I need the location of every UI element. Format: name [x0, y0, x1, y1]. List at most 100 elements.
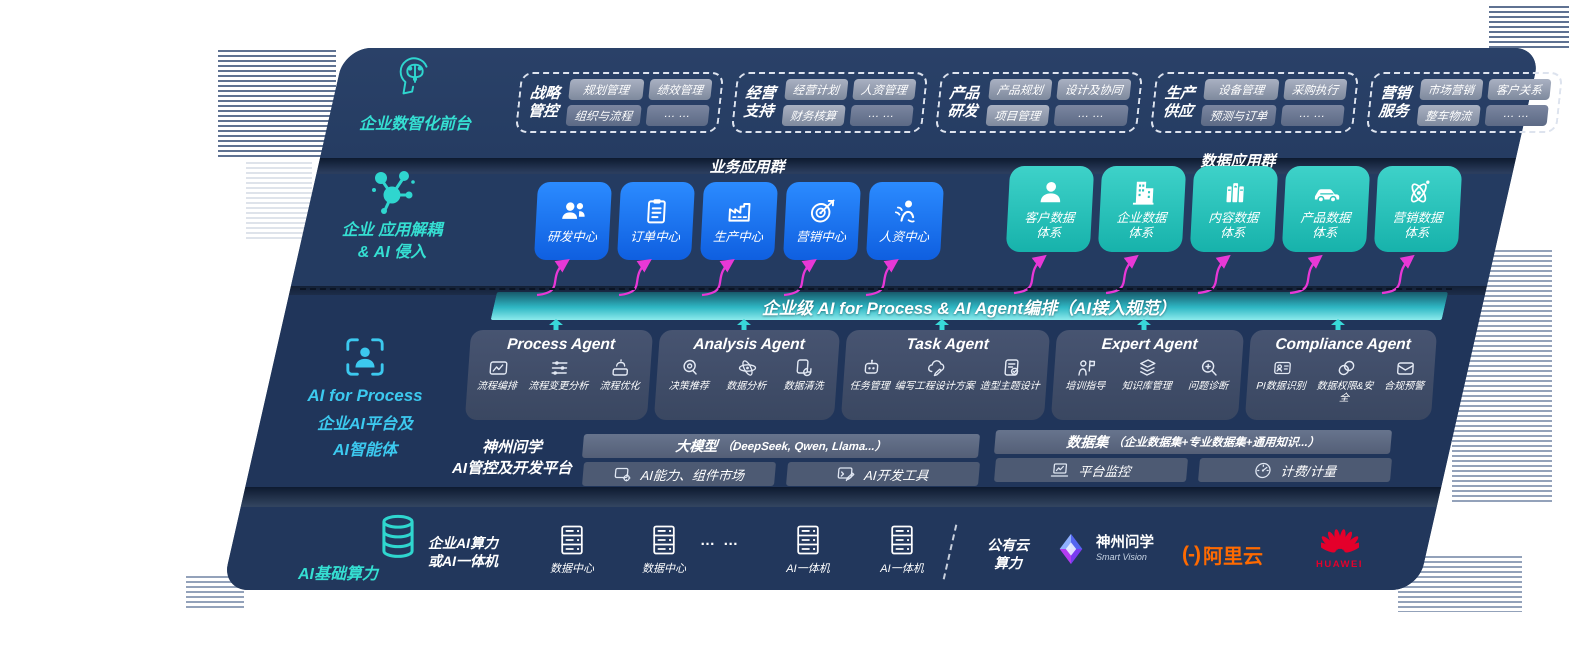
app-box-order-center: 订单中心 — [616, 182, 696, 260]
node-label: AI一体机 — [880, 563, 924, 575]
llm-models: （DeepSeek, Qwen, Llama...） — [720, 441, 887, 453]
szwx-subtitle: Smart Vision — [1096, 551, 1147, 562]
business-app-boxes: 研发中心 订单中心 生产中心 营销中心 人资中心 — [533, 182, 945, 260]
front-office-group-marketing: 营销 服务 市场营销 客户关系 整车物流 … … — [1365, 72, 1563, 133]
data-app-boxes: 客户数据 体系 企业数据 体系 内容数据 体系 — [1005, 166, 1463, 252]
public-cloud-label: 公有云 算力 — [987, 537, 1029, 572]
ai-devtool-label: AI开发工具 — [863, 467, 930, 483]
data-permission-icon — [1338, 360, 1355, 376]
module-chip-more: … … — [1484, 105, 1549, 126]
front-office-label-block: 企业数智化前台 — [352, 56, 478, 134]
agent-process: Process Agent 流程编排 流程变更分析 流程优化 — [464, 330, 654, 420]
ai-platform-label-line1: AI for Process — [307, 386, 423, 405]
data-analysis-icon — [738, 360, 757, 376]
process-optimization-icon — [612, 359, 629, 376]
agent-title: Process Agent — [506, 336, 616, 353]
app-box-production-center: 生产中心 — [699, 182, 779, 260]
agent-title: Analysis Agent — [692, 336, 806, 353]
vendor-aliyun: (-) 阿里云 — [1182, 540, 1263, 569]
module-chip-more: … … — [849, 105, 914, 126]
module-chip: 经营计划 — [783, 79, 849, 100]
module-chip-more: … … — [645, 105, 710, 126]
app-box-rd-center: 研发中心 — [533, 182, 613, 260]
node-ai-appliance-2: AI一体机 — [866, 524, 938, 576]
aliyun-bracket-logo-icon: (-) — [1182, 542, 1201, 566]
platform-model-panel: 大模型 （DeepSeek, Qwen, Llama...） AI能力、组件市场… — [581, 434, 981, 486]
app-box-marketing-center: 营销中心 — [782, 182, 862, 260]
app-layer-label-line1: 企业 应用解耦 — [341, 222, 443, 239]
diagnosis-icon — [1201, 360, 1217, 376]
person-scan-icon — [346, 338, 384, 376]
ai-platform-label-line2: 企业AI平台及 — [316, 416, 413, 433]
server-icon — [561, 525, 583, 555]
vendor-huawei: HUAWEI — [1316, 528, 1363, 570]
group-title: 生产 — [1164, 84, 1196, 102]
server-icon — [891, 525, 913, 555]
szwx-gem-logo-icon — [1059, 533, 1083, 565]
ai-devtool-icon — [837, 467, 855, 482]
factory-icon — [728, 203, 751, 222]
server-icon — [653, 525, 675, 555]
agent-boxes: Process Agent 流程编排 流程变更分析 流程优化 Analysis … — [464, 330, 1438, 420]
flow-orchestration-icon — [489, 361, 508, 375]
agent-analysis: Analysis Agent 决策推荐 数据分析 数据清洗 — [653, 330, 841, 420]
data-box-label: 产品数据 — [1300, 210, 1351, 225]
platform-dataset-panel: 数据集 （企业数据集+专业数据集+通用知识...） 平台监控 计费/计量 — [993, 430, 1393, 482]
billing-metering-label: 计费/计量 — [1279, 463, 1337, 479]
task-management-icon — [864, 359, 878, 374]
data-box-label: 企业数据 — [1116, 210, 1167, 225]
molecule-icon — [372, 171, 415, 214]
llm-bar: 大模型 （DeepSeek, Qwen, Llama...） — [581, 434, 981, 458]
module-chip: 整车物流 — [1416, 105, 1481, 126]
group-title: 营销 — [1379, 84, 1412, 102]
app-box-hr-center: 人资中心 — [865, 182, 945, 260]
app-box-label: 营销中心 — [795, 230, 847, 244]
decision-icon — [683, 359, 697, 375]
database-icon — [382, 514, 414, 558]
styling-design-icon — [1003, 359, 1019, 376]
hr-people-icon — [894, 200, 915, 223]
data-apps-title: 数据应用群 — [1200, 153, 1276, 170]
front-office-group-strategy: 战略 管控 规划管理 绩效管理 组织与流程 … … — [514, 72, 724, 133]
band-edge-wedge — [240, 487, 1442, 507]
car-icon — [1314, 188, 1340, 203]
ai-capability-market-box: AI能力、组件市场 — [581, 462, 777, 486]
agent-task: Task Agent 任务管理 编写工程设计方案 造型主题设计 — [840, 330, 1051, 420]
compliance-alert-icon — [1396, 362, 1414, 375]
building-icon — [1132, 181, 1154, 205]
change-analysis-icon — [551, 361, 568, 375]
platform-monitor-box: 平台监控 — [993, 458, 1189, 482]
front-office-groups: 战略 管控 规划管理 绩效管理 组织与流程 … … 经营 支持 经营计划 人资管… — [514, 72, 1563, 133]
huawei-name: HUAWEI — [1316, 559, 1363, 570]
platform-label-line1: 神州问学 — [481, 439, 542, 456]
node-label: 数据中心 — [642, 563, 686, 575]
pi-data-id-icon — [1273, 361, 1291, 375]
node-ai-appliance-1: AI一体机 — [772, 524, 844, 576]
module-chip: 人资管理 — [851, 79, 917, 100]
data-box-label: 营销数据 — [1392, 210, 1443, 225]
front-office-group-product: 产品 研发 产品规划 设计及协同 项目管理 … … — [934, 72, 1144, 133]
ellipsis-more-nodes: … … — [700, 532, 741, 549]
books-icon — [1226, 182, 1244, 202]
module-chip: 规划管理 — [568, 79, 644, 100]
module-chip: 组织与流程 — [565, 105, 642, 126]
stripe-decoration-top-left — [218, 50, 336, 158]
data-box-label: 内容数据 — [1208, 210, 1259, 225]
data-clean-icon — [796, 359, 812, 377]
knowledge-base-icon — [1140, 359, 1156, 376]
module-chip: 产品规划 — [987, 79, 1053, 100]
magenta-connector-arrows — [536, 254, 1415, 297]
dataset-bar: 数据集 （企业数据集+专业数据集+通用知识...） — [993, 430, 1393, 454]
enterprise-compute-label: 企业AI算力 或AI一体机 — [428, 535, 498, 570]
module-chip: 采购执行 — [1282, 79, 1348, 100]
data-box-content: 内容数据 体系 — [1189, 166, 1279, 252]
data-box-label: 客户数据 — [1024, 210, 1075, 225]
app-layer-label-line2: & AI 侵入 — [357, 243, 427, 261]
data-box-customer: 客户数据 体系 — [1005, 166, 1095, 252]
ai-capability-icon — [614, 467, 631, 482]
node-label: AI一体机 — [786, 563, 830, 575]
ai-platform-label-line3: AI智能体 — [332, 442, 397, 459]
platform-label-block: 神州问学 AI管控及开发平台 — [436, 437, 588, 479]
agent-title: Expert Agent — [1101, 336, 1199, 353]
